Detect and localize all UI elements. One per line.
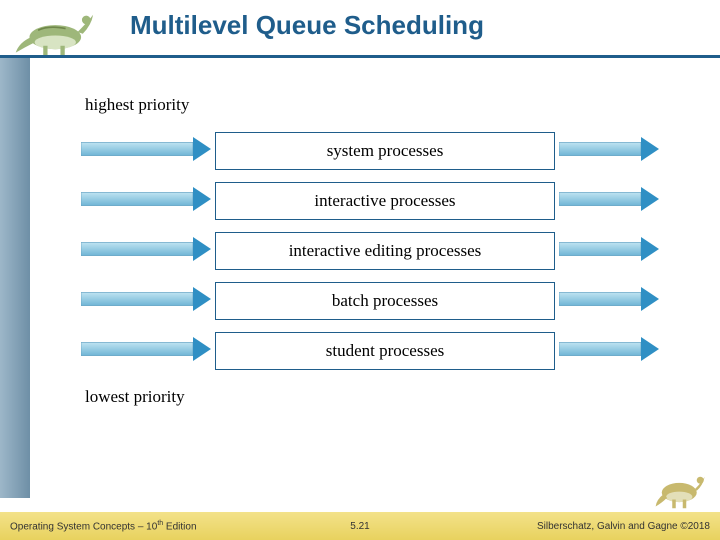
arrow-in-icon xyxy=(81,237,211,266)
arrow-in-icon xyxy=(81,187,211,216)
queues-container: system processes interactive processes xyxy=(40,129,700,373)
title-underline xyxy=(0,55,720,58)
lowest-priority-label: lowest priority xyxy=(85,387,700,407)
queue-row: interactive editing processes xyxy=(40,229,700,273)
queue-box: interactive processes xyxy=(215,182,555,220)
page-title: Multilevel Queue Scheduling xyxy=(130,10,484,41)
header: Multilevel Queue Scheduling xyxy=(0,0,720,60)
left-sidebar-stripe xyxy=(0,58,30,498)
dinosaur-bottom-icon xyxy=(654,468,708,510)
arrow-out-icon xyxy=(559,237,659,266)
queue-box: interactive editing processes xyxy=(215,232,555,270)
arrow-out-icon xyxy=(559,187,659,216)
footer-right: Silberschatz, Galvin and Gagne ©2018 xyxy=(537,521,710,532)
queue-row: batch processes xyxy=(40,279,700,323)
footer-left: Operating System Concepts – 10th Edition xyxy=(10,520,197,532)
footer-left-suffix: Edition xyxy=(163,521,196,532)
queue-box: student processes xyxy=(215,332,555,370)
arrow-in-icon xyxy=(81,337,211,366)
queue-box: system processes xyxy=(215,132,555,170)
arrow-out-icon xyxy=(559,337,659,366)
footer: Operating System Concepts – 10th Edition… xyxy=(0,512,720,540)
diagram-content: highest priority system processes xyxy=(40,75,700,407)
dinosaur-top-icon xyxy=(14,6,100,58)
queue-row: student processes xyxy=(40,329,700,373)
arrow-out-icon xyxy=(559,137,659,166)
queue-row: system processes xyxy=(40,129,700,173)
footer-left-prefix: Operating System Concepts – 10 xyxy=(10,521,157,532)
footer-center: 5.21 xyxy=(350,521,369,532)
arrow-in-icon xyxy=(81,137,211,166)
highest-priority-label: highest priority xyxy=(85,95,700,115)
arrow-in-icon xyxy=(81,287,211,316)
queue-box: batch processes xyxy=(215,282,555,320)
queue-row: interactive processes xyxy=(40,179,700,223)
arrow-out-icon xyxy=(559,287,659,316)
